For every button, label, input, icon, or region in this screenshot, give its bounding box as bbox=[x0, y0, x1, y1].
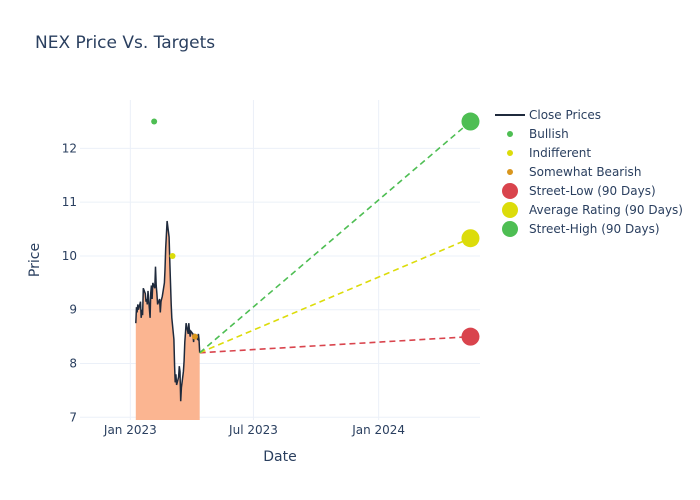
x-tick-label: Jan 2024 bbox=[351, 423, 405, 437]
legend-swatch-marker bbox=[502, 183, 518, 199]
y-tick-label: 12 bbox=[62, 141, 77, 155]
legend: Close Prices Bullish Indifferent Somewhat B… bbox=[495, 108, 683, 237]
legend-label: Close Prices bbox=[529, 108, 601, 122]
bullish-rating-point bbox=[151, 118, 158, 125]
average-target-marker bbox=[461, 229, 480, 248]
legend-item-street-high-90-days: Street-High (90 Days) bbox=[502, 221, 660, 237]
legend-label: Street-Low (90 Days) bbox=[529, 184, 656, 198]
plot-area bbox=[135, 112, 480, 420]
x-tick-label: Jul 2023 bbox=[228, 423, 278, 437]
somewhat_bearish-rating-point bbox=[191, 333, 198, 340]
street_high-target-marker bbox=[461, 112, 480, 131]
axes: 7 8 9 10 11 12 Jan 2023 Jul 2023 Jan 2024 Date Pri… bbox=[27, 141, 405, 465]
legend-label: Street-High (90 Days) bbox=[529, 222, 660, 236]
y-tick-label: 8 bbox=[69, 357, 77, 371]
legend-item-bullish: Bullish bbox=[507, 127, 569, 141]
legend-item-street-low-90-days: Street-Low (90 Days) bbox=[502, 183, 656, 199]
legend-swatch-dot bbox=[507, 150, 513, 156]
street_low-target-marker bbox=[461, 327, 480, 346]
street_high-target-line bbox=[199, 120, 471, 354]
street_low-target-line bbox=[199, 335, 471, 354]
legend-item-close-prices: Close Prices bbox=[495, 108, 601, 122]
average-target-line bbox=[199, 237, 471, 354]
legend-swatch-marker bbox=[502, 202, 518, 218]
legend-item-indifferent: Indifferent bbox=[507, 146, 591, 160]
x-tick-label: Jan 2023 bbox=[103, 423, 157, 437]
legend-item-somewhat-bearish: Somewhat Bearish bbox=[507, 165, 641, 179]
legend-label: Indifferent bbox=[529, 146, 591, 160]
legend-swatch-dot bbox=[507, 169, 513, 175]
chart-title: NEX Price Vs. Targets bbox=[35, 33, 216, 53]
y-tick-label: 9 bbox=[69, 303, 77, 317]
x-axis-title: Date bbox=[263, 449, 296, 465]
y-axis-title: Price bbox=[27, 243, 43, 277]
legend-item-average-rating-90-days: Average Rating (90 Days) bbox=[502, 202, 683, 218]
legend-label: Average Rating (90 Days) bbox=[529, 203, 683, 217]
legend-swatch-dot bbox=[507, 131, 513, 137]
indifferent-rating-point bbox=[169, 252, 176, 259]
close-price-area bbox=[135, 221, 200, 420]
legend-swatch-marker bbox=[502, 221, 518, 237]
y-tick-label: 7 bbox=[69, 410, 77, 424]
legend-label: Bullish bbox=[529, 127, 569, 141]
y-tick-label: 10 bbox=[62, 249, 77, 263]
close-price-line bbox=[135, 220, 201, 402]
legend-label: Somewhat Bearish bbox=[529, 165, 641, 179]
grid bbox=[80, 100, 480, 420]
y-tick-label: 11 bbox=[62, 195, 77, 209]
